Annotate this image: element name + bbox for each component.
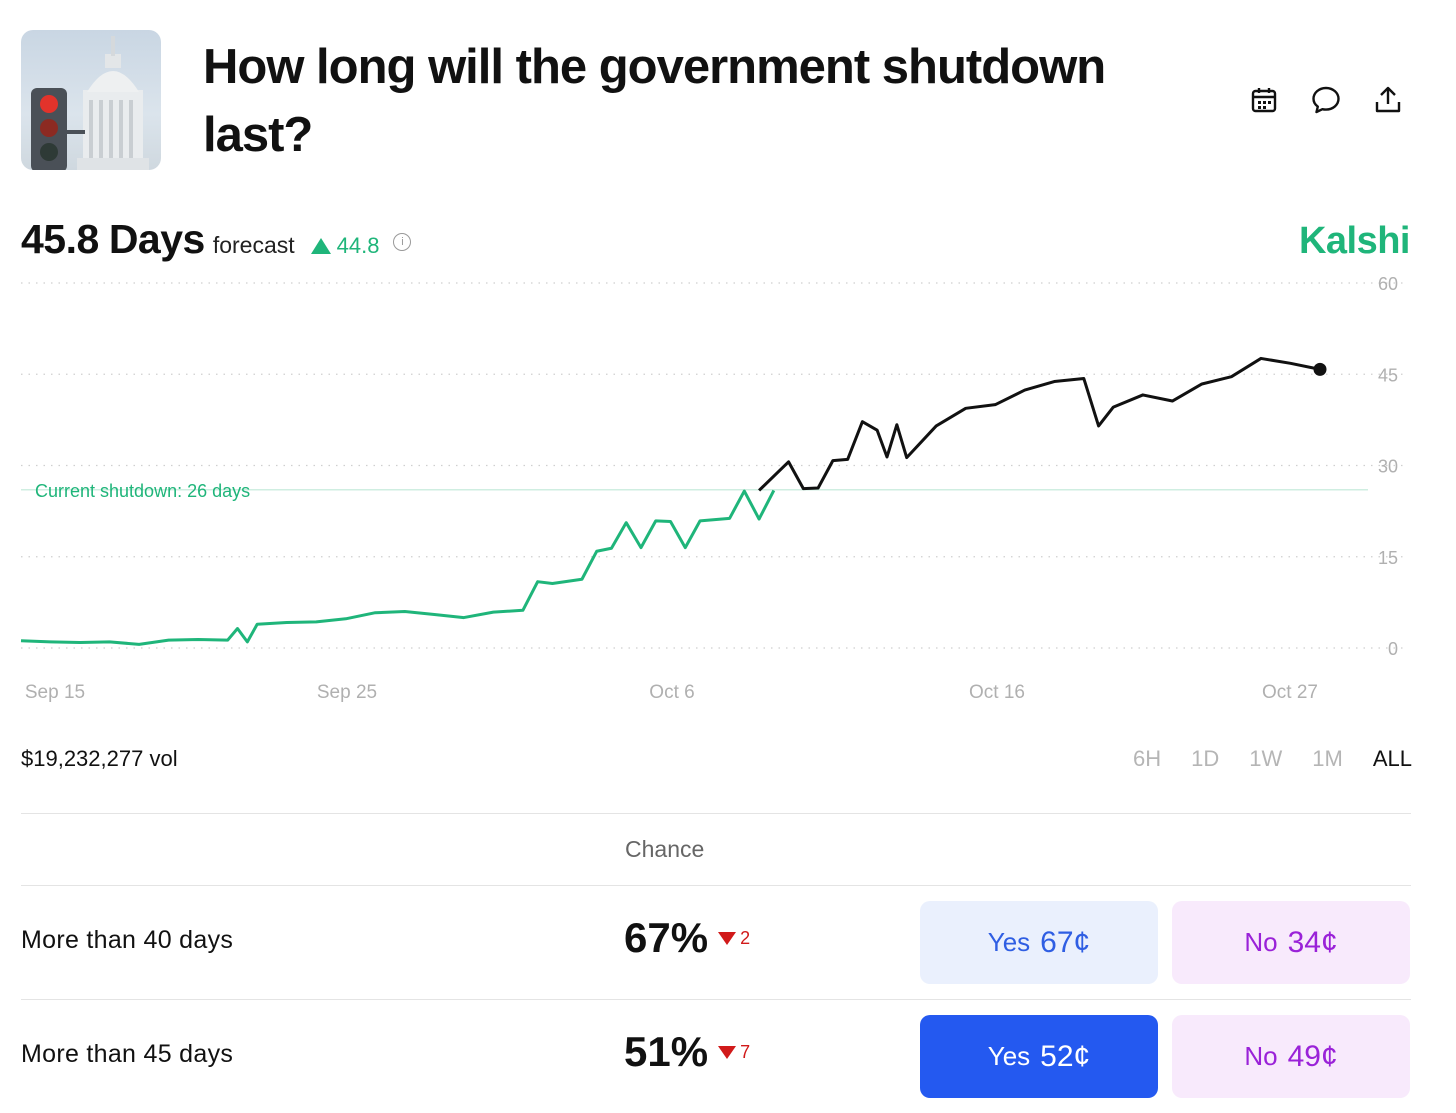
reference-label: Current shutdown: 26 days: [35, 481, 250, 501]
forecast-change-value: 44.8: [336, 233, 380, 258]
outcome-label: More than 45 days: [21, 1040, 234, 1068]
no-label: No: [1244, 927, 1278, 957]
yes-label: Yes: [987, 927, 1031, 957]
chance-change-value: 2: [740, 927, 751, 948]
page-title: How long will the government shutdown la…: [203, 40, 1106, 162]
x-tick-label: Sep 15: [25, 682, 85, 703]
forecast-unit: Days: [108, 216, 206, 262]
volume-text: $19,232,277 vol: [21, 746, 178, 771]
series-line-1: [758, 356, 1321, 492]
x-tick-label: Oct 27: [1262, 682, 1318, 703]
down-triangle-icon: [718, 931, 737, 945]
y-tick-label: 0: [1388, 639, 1398, 659]
no-button[interactable]: No 49¢: [1172, 1015, 1410, 1098]
x-tick-label: Oct 16: [969, 682, 1025, 703]
share-icon: [1375, 86, 1401, 113]
y-tick-label: 15: [1378, 548, 1398, 568]
range-1m[interactable]: 1M: [1312, 746, 1343, 771]
forecast-label: forecast: [212, 232, 295, 258]
header-actions: [1246, 82, 1406, 118]
current-point: [1313, 362, 1327, 376]
up-triangle-icon: [310, 238, 331, 254]
time-range-selector: 6H 1D 1W 1M ALL: [1133, 746, 1412, 772]
x-tick-label: Oct 6: [649, 682, 694, 703]
divider: [21, 999, 1411, 1000]
outcome-chance: 67% 2: [624, 914, 750, 962]
forecast-value: 45.8: [21, 216, 99, 262]
forecast-change: 44.8: [310, 233, 380, 259]
yes-price: 67¢: [1040, 925, 1091, 959]
y-tick-label: 30: [1378, 457, 1398, 477]
forecast-chart: 60 45 30 15 0 Sep 15 Sep 25 Oct 6 Oct 16 Oct 27 Cu…: [20, 274, 1408, 703]
comment-icon: [1312, 86, 1340, 114]
range-1d[interactable]: 1D: [1191, 746, 1220, 771]
yes-button[interactable]: Yes 52¢: [920, 1015, 1158, 1098]
comment-button[interactable]: [1308, 82, 1344, 118]
series-line-0: [20, 489, 776, 646]
chance-value: 67%: [624, 914, 709, 961]
divider: [21, 885, 1411, 886]
yes-price: 52¢: [1040, 1039, 1091, 1073]
market-thumbnail: [21, 30, 161, 170]
chance-change: 2: [718, 928, 750, 949]
no-price: 34¢: [1287, 925, 1338, 959]
info-icon[interactable]: i: [393, 233, 412, 251]
chance-change: 7: [718, 1042, 750, 1063]
divider: [21, 813, 1411, 814]
range-all[interactable]: ALL: [1372, 746, 1412, 771]
no-price: 49¢: [1287, 1039, 1338, 1073]
calendar-icon: [1251, 88, 1277, 113]
outcome-chance: 51% 7: [624, 1028, 750, 1076]
range-6h[interactable]: 6H: [1133, 746, 1162, 771]
chance-value: 51%: [624, 1028, 709, 1075]
share-button[interactable]: [1370, 82, 1406, 118]
outcome-label: More than 40 days: [21, 926, 234, 954]
no-label: No: [1244, 1041, 1278, 1071]
chance-change-value: 7: [740, 1041, 751, 1062]
y-tick-label: 60: [1378, 274, 1398, 294]
yes-button[interactable]: Yes 67¢: [920, 901, 1158, 984]
down-triangle-icon: [718, 1045, 737, 1059]
no-button[interactable]: No 34¢: [1172, 901, 1410, 984]
brand-logo: Kalshi: [1298, 220, 1411, 262]
forecast-summary: 45.8 Days forecast 44.8 i: [21, 216, 412, 268]
range-1w[interactable]: 1W: [1249, 746, 1283, 771]
calendar-button[interactable]: [1246, 82, 1282, 118]
chance-column-header: Chance: [625, 836, 705, 862]
capitol-image: [31, 36, 149, 170]
y-tick-label: 45: [1378, 365, 1398, 385]
x-tick-label: Sep 25: [317, 682, 377, 703]
yes-label: Yes: [987, 1041, 1031, 1071]
